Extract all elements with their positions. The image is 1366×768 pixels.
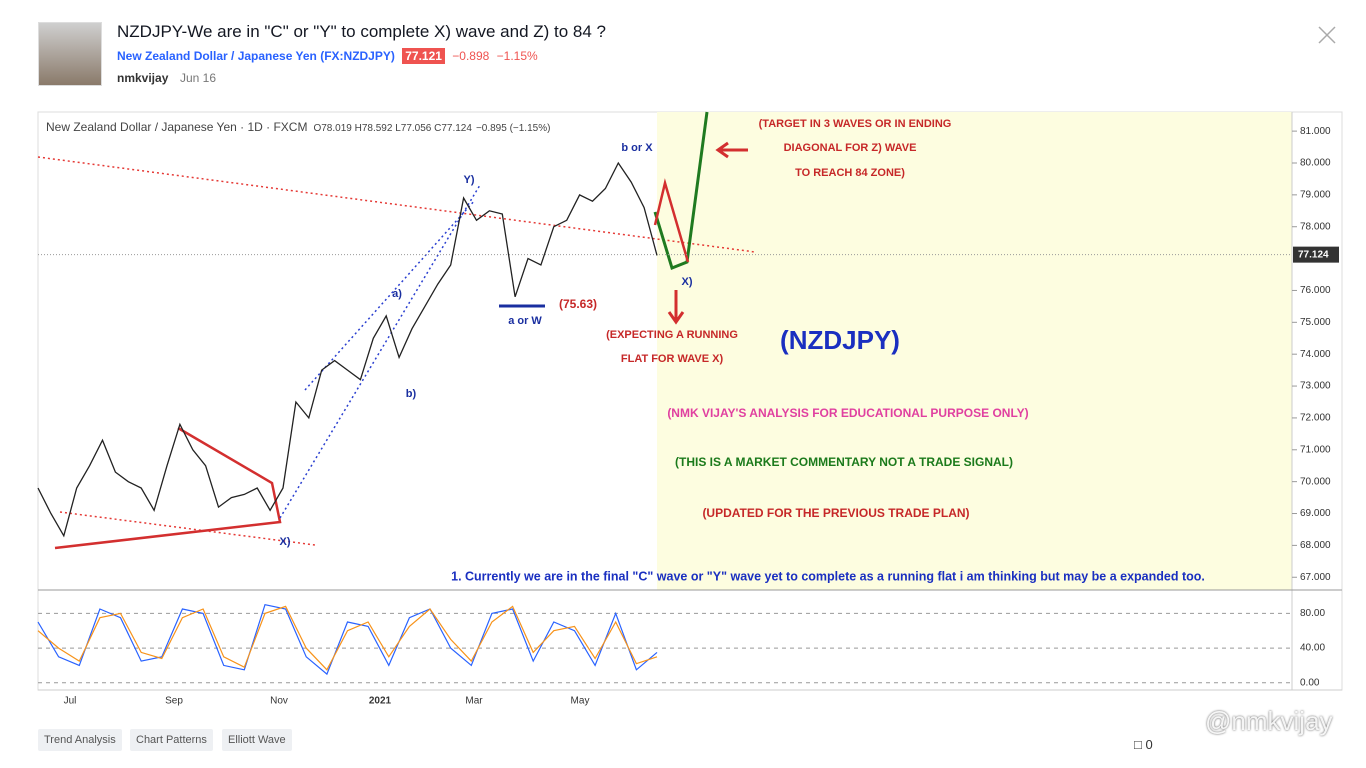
y-tick-label: 80.000 [1300,158,1331,169]
subtitle: New Zealand Dollar / Japanese Yen (FX:NZ… [117,48,538,64]
highlight-zone [657,112,1292,590]
price-line [37,161,658,538]
annotation: a) [392,288,402,300]
y-tick-label: 68.000 [1300,540,1331,551]
oscillator-tick-label: 40.00 [1300,643,1325,654]
legend-ohlc: O78.019 H78.592 L77.056 C77.124 [313,123,472,134]
y-tick-label: 72.000 [1300,413,1331,424]
annotation: b or X [621,142,653,154]
date: Jun 16 [180,71,217,85]
comments: 0 [1145,737,1153,752]
annotation: (UPDATED FOR THE PREVIOUS TRADE PLAN) [702,506,969,520]
oscillator-line [37,605,658,671]
y-tick-label: 67.000 [1300,572,1331,583]
symbol-link[interactable]: New Zealand Dollar / Japanese Yen (FX:NZ… [117,49,395,63]
oscillator-tick-label: 80.00 [1300,608,1325,619]
annotation: 1. Currently we are in the final "C" wav… [451,569,1205,583]
annotation: (NMK VIJAY'S ANALYSIS FOR EDUCATIONAL PU… [667,406,1028,420]
annotation: TO REACH 84 ZONE) [795,167,905,179]
oscillator-tick-label: 0.00 [1300,677,1320,688]
y-tick-label: 75.000 [1300,317,1331,328]
chart-legend: New Zealand Dollar / Japanese Yen · 1D ·… [46,120,550,134]
author[interactable]: nmkvijay [117,71,169,85]
y-tick-label: 70.000 [1300,476,1331,487]
arrow [715,141,748,159]
x-tick-label: Mar [465,696,483,707]
y-tick-label: 74.000 [1300,349,1331,360]
y-tick-label: 79.000 [1300,189,1331,200]
y-tick-label: 71.000 [1300,444,1331,455]
idea-title: NZDJPY-We are in "C" or "Y" to complete … [117,22,606,41]
oscillator-line [37,604,658,676]
triangle-pattern [54,426,282,550]
annotation: (THIS IS A MARKET COMMENTARY NOT A TRADE… [675,455,1013,469]
annotation: b) [406,388,417,400]
annotation: X) [280,536,291,548]
annotation: (NZDJPY) [780,325,900,355]
avatar[interactable] [38,22,102,86]
close-button[interactable] [1318,26,1336,44]
annotation: (75.63) [559,297,597,311]
y-tick-label: 73.000 [1300,381,1331,392]
y-tick-label: 81.000 [1300,126,1331,137]
y-tick-label: 78.000 [1300,221,1331,232]
tag[interactable]: Elliott Wave [222,729,292,751]
annotation: (EXPECTING A RUNNING [606,329,738,341]
annotation: X) [682,276,693,288]
y-tick-label: 69.000 [1300,508,1331,519]
comment-count[interactable]: □ 0 [1134,737,1153,752]
arrow [667,290,685,325]
annotation: FLAT FOR WAVE X) [621,353,724,365]
legend-name: New Zealand Dollar / Japanese Yen · 1D ·… [46,120,307,134]
legend-change: −0.895 (−1.15%) [476,123,551,134]
x-tick-label: Sep [165,696,183,707]
projection-path [653,111,709,270]
x-tick-label: Jul [64,696,77,707]
trend-line [37,156,756,253]
last-price-box [1293,246,1339,263]
tag[interactable]: Chart Patterns [130,729,213,751]
x-tick-label: 2021 [369,696,392,707]
annotation: a or W [508,315,542,327]
annotation: DIAGONAL FOR Z) WAVE [784,142,917,154]
tag[interactable]: Trend Analysis [38,729,122,751]
annotation: Y) [464,174,475,186]
price-badge: 77.121 [402,48,445,64]
change-percent: −1.15% [496,49,538,63]
last-price-label: 77.124 [1298,249,1329,260]
watermark: @nmkvijay [1205,706,1333,736]
x-tick-label: May [571,696,590,707]
y-tick-label: 76.000 [1300,285,1331,296]
x-tick-label: Nov [270,696,288,707]
annotation: (TARGET IN 3 WAVES OR IN ENDING [759,118,952,130]
projection-path [653,178,690,263]
change: −0.898 [452,49,490,63]
